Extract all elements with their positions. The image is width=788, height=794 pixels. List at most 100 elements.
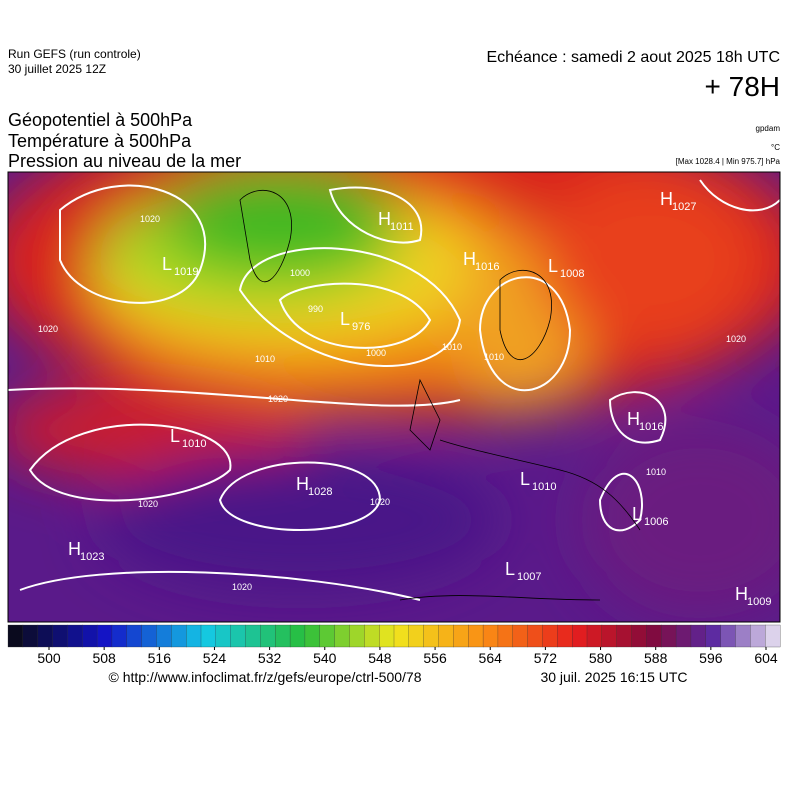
colorbar-swatch bbox=[690, 624, 707, 648]
center-kind: H bbox=[378, 209, 391, 229]
center-kind: L bbox=[162, 254, 172, 274]
colorbar-tick-label: 564 bbox=[479, 650, 503, 666]
colorbar-swatch bbox=[512, 624, 529, 648]
center-kind: L bbox=[520, 469, 530, 489]
colorbar-tick-label: 516 bbox=[148, 650, 172, 666]
map-frame bbox=[7, 171, 781, 623]
colorbar-tick-label: 524 bbox=[203, 650, 227, 666]
colorbar-swatch bbox=[304, 624, 321, 648]
colorbar-swatch bbox=[705, 624, 722, 648]
source: © http://www.infoclimat.fr/z/gefs/europe… bbox=[108, 669, 421, 685]
center-value: 1027 bbox=[672, 201, 696, 213]
colorbar-swatch bbox=[765, 624, 781, 648]
colorbar-swatch bbox=[82, 624, 98, 648]
colorbar-swatch bbox=[22, 624, 39, 648]
colorbar-swatch bbox=[453, 624, 469, 648]
colorbar-swatch bbox=[423, 624, 439, 648]
colorbar-tick-label: 588 bbox=[644, 650, 668, 666]
center-kind: H bbox=[68, 539, 81, 559]
colorbar-swatch bbox=[334, 624, 350, 648]
center-value: 1007 bbox=[517, 571, 541, 583]
isobar-label: 1000 bbox=[290, 268, 310, 278]
center-kind: L bbox=[505, 559, 515, 579]
title-temperature: Température à 500hPa bbox=[8, 131, 192, 151]
colorbar-swatch bbox=[67, 624, 83, 648]
center-kind: L bbox=[170, 426, 180, 446]
colorbar-swatch bbox=[631, 624, 647, 648]
center-value: 1006 bbox=[644, 516, 668, 528]
center-kind: L bbox=[340, 309, 350, 329]
colorbar-swatch bbox=[230, 624, 246, 648]
colorbar-swatch bbox=[126, 624, 143, 648]
colorbar-swatch bbox=[438, 624, 454, 648]
colorbar-tick-label: 532 bbox=[258, 650, 282, 666]
colorbar-swatch bbox=[260, 624, 276, 648]
unit-celsius: °C bbox=[771, 143, 780, 152]
center-value: 1010 bbox=[532, 481, 556, 493]
colorbar-tick-label: 580 bbox=[589, 650, 613, 666]
colorbar-tick-label: 540 bbox=[313, 650, 337, 666]
colorbar-swatch bbox=[393, 624, 410, 648]
isobar-label: 1020 bbox=[232, 582, 252, 592]
colorbar-swatch bbox=[96, 624, 113, 648]
colorbar-swatch bbox=[349, 624, 365, 648]
colorbar-swatch bbox=[527, 624, 543, 648]
unit-gpdam: gpdam bbox=[756, 124, 781, 133]
run-date: 30 juillet 2025 12Z bbox=[8, 62, 106, 76]
run-label: Run GEFS (run controle) bbox=[8, 47, 141, 61]
center-value: 1010 bbox=[182, 438, 206, 450]
center-kind: H bbox=[463, 249, 476, 269]
colorbar-tick-label: 500 bbox=[37, 650, 61, 666]
colorbar-swatch bbox=[111, 624, 128, 648]
colorbar-swatch bbox=[750, 624, 766, 648]
isobar-label: 1010 bbox=[442, 342, 462, 352]
colorbar-swatch bbox=[186, 624, 202, 648]
center-value: 1023 bbox=[80, 551, 104, 563]
colorbar-swatch bbox=[572, 624, 588, 648]
colorbar-swatch bbox=[557, 624, 573, 648]
center-value: 1011 bbox=[390, 221, 414, 233]
colorbar-swatch bbox=[586, 624, 603, 648]
colorbar-swatch bbox=[601, 624, 618, 648]
center-value: 1008 bbox=[560, 268, 584, 280]
center-kind: H bbox=[296, 474, 309, 494]
isobar-label: 1020 bbox=[726, 334, 746, 344]
colorbar-swatch bbox=[482, 624, 499, 648]
center-value: 1016 bbox=[475, 261, 499, 273]
colorbar-swatch bbox=[364, 624, 380, 648]
colorbar-swatch bbox=[200, 624, 217, 648]
isobar-label: 990 bbox=[308, 304, 323, 314]
center-kind: H bbox=[735, 584, 748, 604]
colorbar-swatch bbox=[141, 624, 157, 648]
colorbar-swatch bbox=[542, 624, 558, 648]
center-value: 1009 bbox=[747, 596, 771, 608]
center-value: 1028 bbox=[308, 486, 332, 498]
center-kind: L bbox=[548, 256, 558, 276]
colorbar-tick-label: 604 bbox=[754, 650, 778, 666]
colorbar-swatch bbox=[646, 624, 662, 648]
colorbar-tick-label: 548 bbox=[368, 650, 392, 666]
colorbar-swatch bbox=[245, 624, 261, 648]
colorbar-swatch bbox=[37, 624, 53, 648]
colorbar-tick-label: 572 bbox=[534, 650, 558, 666]
colorbar-swatch bbox=[735, 624, 751, 648]
isobar-label: 1000 bbox=[366, 348, 386, 358]
colorbar-tick-label: 596 bbox=[699, 650, 723, 666]
colorbar-swatch bbox=[379, 624, 395, 648]
colorbar-swatch bbox=[675, 624, 692, 648]
center-value: 1016 bbox=[639, 421, 663, 433]
title-geopotential: Géopotentiel à 500hPa bbox=[8, 110, 193, 130]
center-kind: H bbox=[660, 189, 673, 209]
unit-pressure: [Max 1028.4 | Min 975.7] hPa bbox=[676, 157, 781, 166]
center-value: 1019 bbox=[174, 266, 198, 278]
colorbar-swatch bbox=[616, 624, 632, 648]
isobar-label: 1010 bbox=[484, 352, 504, 362]
isobar-label: 1010 bbox=[646, 467, 666, 477]
isobar-label: 1020 bbox=[38, 324, 58, 334]
lead-time: + 78H bbox=[705, 71, 781, 102]
center-kind: H bbox=[627, 409, 640, 429]
colorbar-swatch bbox=[497, 624, 514, 648]
colorbar-swatch bbox=[52, 624, 68, 648]
colorbar-swatch bbox=[275, 624, 291, 648]
colorbar-swatch bbox=[468, 624, 484, 648]
